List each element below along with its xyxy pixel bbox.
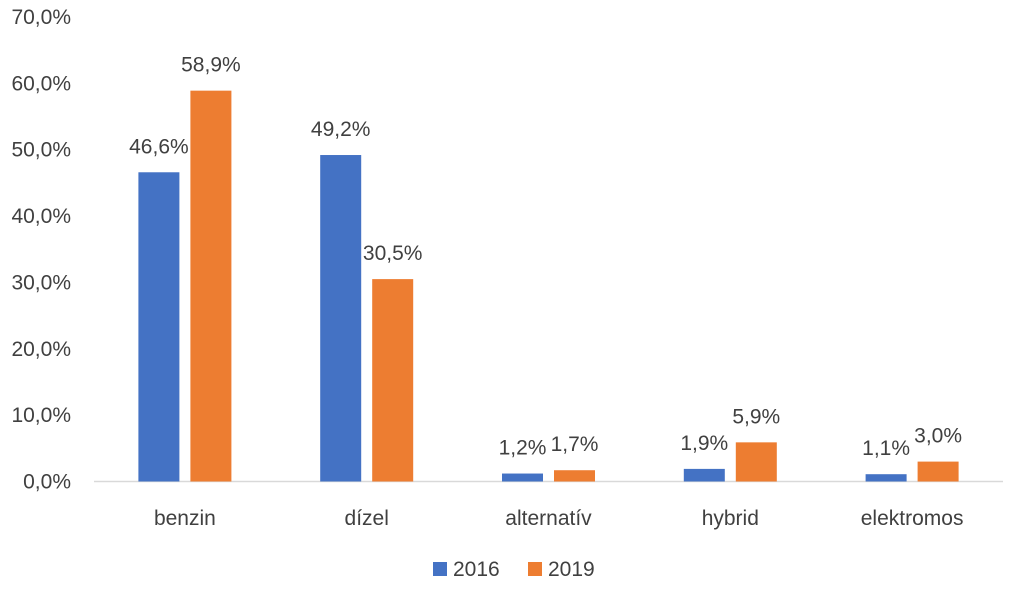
legend-label-2016: 2016	[453, 558, 500, 581]
bar-2016-0	[138, 172, 180, 482]
bar-2016-1	[320, 155, 362, 482]
data-label-2016-0: 46,6%	[129, 135, 189, 158]
y-tick-label: 40,0%	[11, 205, 71, 228]
bar-2019-0	[190, 90, 232, 482]
category-label: alternatív	[505, 507, 592, 530]
category-label: benzin	[154, 507, 216, 530]
data-label-2019-2: 1,7%	[551, 433, 599, 456]
bar-2019-4	[917, 461, 959, 482]
bar-2016-4	[865, 474, 907, 482]
data-label-2016-1: 49,2%	[311, 118, 371, 141]
y-tick-label: 10,0%	[11, 404, 71, 427]
bar-2019-3	[735, 442, 777, 482]
y-tick-label: 70,0%	[11, 6, 71, 29]
bar-2016-3	[683, 468, 725, 482]
data-label-2019-1: 30,5%	[363, 242, 423, 265]
category-label: elektromos	[861, 507, 964, 530]
data-labels: 46,6% 58,9% 49,2% 30,5% 1,2% 1,7% 1,9%5,9% 1,1%…	[129, 54, 962, 461]
data-label-2016-4: 1,1%	[862, 437, 910, 460]
data-label-2019-3: 5,9%	[732, 405, 780, 428]
bar-2019-2	[554, 470, 595, 482]
data-label-2019-4: 3,0%	[914, 425, 962, 448]
y-axis-tick-labels: 0,0% 10,0% 20,0% 30,0% 40,0% 50,0% 60,0% 70,0%	[11, 6, 71, 494]
category-label: hybrid	[702, 507, 759, 530]
y-tick-label: 30,0%	[11, 271, 71, 294]
legend-swatch-2019	[528, 562, 542, 576]
bars	[138, 90, 959, 482]
legend: 2016 2019	[433, 558, 595, 581]
y-tick-label: 0,0%	[23, 471, 71, 494]
data-label-2016-2: 1,2%	[499, 437, 547, 460]
legend-label-2019: 2019	[548, 558, 595, 581]
data-label-2016-3: 1,9%	[680, 432, 728, 455]
legend-swatch-2016	[433, 562, 447, 576]
y-tick-label: 50,0%	[11, 139, 71, 162]
bar-2016-2	[502, 473, 543, 482]
y-tick-label: 20,0%	[11, 338, 71, 361]
data-label-2019-0: 58,9%	[181, 54, 241, 77]
category-label: dízel	[345, 507, 389, 530]
bar-2019-1	[372, 279, 414, 482]
x-axis-category-labels: benzin dízel alternatív hybrid elektromos	[154, 507, 963, 530]
y-tick-label: 60,0%	[11, 72, 71, 95]
